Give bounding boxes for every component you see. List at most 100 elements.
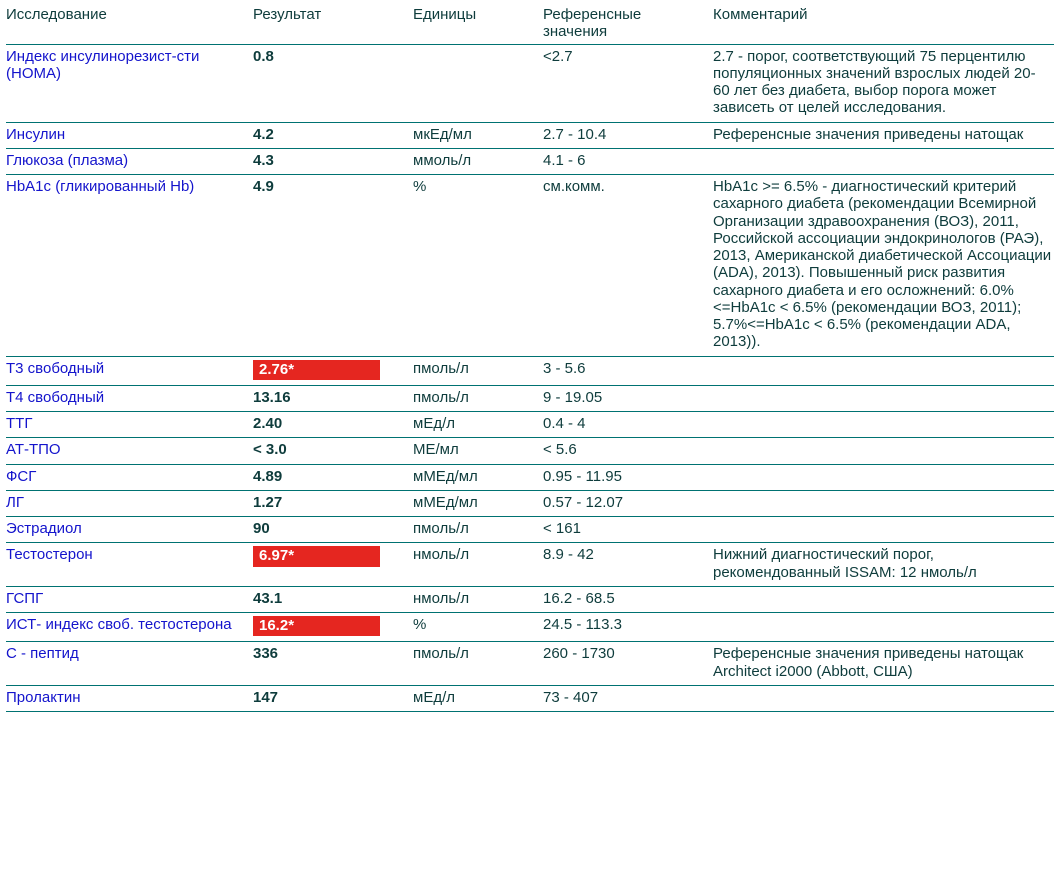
test-result: 43.1 (253, 590, 413, 607)
table-row: Глюкоза (плазма) 4.3 ммоль/л 4.1 - 6 (6, 149, 1054, 175)
test-units: нмоль/л (413, 589, 470, 607)
test-result: 4.2 (253, 126, 413, 143)
test-units: мМЕд/мл (413, 493, 478, 511)
test-comment: Референсные значения приведены натощак (713, 125, 1024, 143)
test-name: Пролактин (6, 688, 81, 706)
test-units: пмоль/л (413, 388, 469, 406)
test-name: Индекс инсулинорезист-сти (НОМА) (6, 47, 200, 82)
test-units: пмоль/л (413, 359, 469, 377)
table-header-row: Исследование Результат Единицы Референсн… (6, 4, 1054, 45)
reference-values: 16.2 - 68.5 (543, 589, 615, 607)
test-result: 147 (253, 689, 413, 706)
reference-values: 24.5 - 113.3 (543, 616, 622, 633)
column-header-result: Результат (253, 6, 322, 23)
test-result: 0.8 (253, 48, 413, 65)
test-result: 2.40 (253, 415, 413, 432)
table-row: ТТГ 2.40 мЕд/л 0.4 - 4 (6, 412, 1054, 439)
test-name: Т3 свободный (6, 359, 105, 377)
table-row: Эстрадиол 90 пмоль/л < 161 (6, 517, 1054, 544)
column-header-test: Исследование (6, 6, 107, 23)
test-result: 90 (253, 520, 413, 537)
test-name: ИСТ- индекс своб. тестостерона (6, 616, 232, 633)
test-units: МЕ/мл (413, 441, 459, 459)
test-result: 2.76* (253, 359, 413, 380)
test-result: 6.97* (253, 546, 413, 567)
test-units: мЕд/л (413, 688, 455, 706)
table-row: Пролактин 147 мЕд/л 73 - 407 (6, 686, 1054, 712)
test-result-value: 336 (253, 645, 279, 663)
test-result-value: 4.9 (253, 178, 274, 195)
test-result-value: 90 (253, 520, 270, 537)
table-row: Индекс инсулинорезист-сти (НОМА) 0.8 <2.… (6, 45, 1054, 123)
test-comment: 2.7 - порог, соответствующий 75 перценти… (713, 47, 1036, 117)
test-units: пмоль/л (413, 520, 469, 537)
test-name: Инсулин (6, 125, 66, 143)
lab-results-report: Исследование Результат Единицы Референсн… (6, 4, 1054, 712)
table-row: С - пептид 336 пмоль/л 260 - 1730 Рефере… (6, 642, 1054, 686)
test-name: ФСГ (6, 467, 37, 485)
test-result-value: 147 (253, 688, 279, 706)
test-result-value: 4.89 (253, 467, 283, 485)
test-result: 16.2* (253, 616, 413, 637)
test-name: ЛГ (6, 493, 24, 511)
reference-values: 0.95 - 11.95 (543, 467, 622, 485)
test-result: 4.89 (253, 468, 413, 485)
test-comment: Нижний диагностический порог, рекомендов… (713, 546, 977, 581)
test-result-value: 43.1 (253, 589, 283, 607)
test-units: ммоль/л (413, 151, 472, 169)
test-result-value: 1.27 (253, 493, 283, 511)
test-comment: Референсные значения приведены натощак A… (713, 645, 1024, 680)
results-table-body: Индекс инсулинорезист-сти (НОМА) 0.8 <2.… (6, 45, 1054, 712)
reference-values: <2.7 (543, 47, 573, 65)
reference-values: 4.1 - 6 (543, 151, 586, 169)
table-row: АТ-ТПО < 3.0 МЕ/мл < 5.6 (6, 438, 1054, 465)
reference-values: 0.4 - 4 (543, 415, 586, 432)
test-name: ГСПГ (6, 589, 44, 607)
table-row: Т4 свободный 13.16 пмоль/л 9 - 19.05 (6, 386, 1054, 412)
reference-values: 0.57 - 12.07 (543, 493, 624, 511)
column-header-reference: Референсные значения (543, 6, 642, 41)
test-units: мЕд/л (413, 415, 455, 432)
test-name: С - пептид (6, 645, 79, 663)
test-result-value: 2.76* (253, 359, 380, 380)
table-row: Тестостерон 6.97* нмоль/л 8.9 - 42 Нижни… (6, 543, 1054, 587)
table-row: ФСГ 4.89 мМЕд/мл 0.95 - 11.95 (6, 465, 1054, 491)
test-units: % (413, 616, 427, 633)
test-name: Т4 свободный (6, 388, 105, 406)
table-row: HbA1c (гликированный Hb) 4.9 % см.комм. … (6, 175, 1054, 357)
test-units: пмоль/л (413, 645, 469, 663)
reference-values: 9 - 19.05 (543, 388, 603, 406)
test-result: 336 (253, 645, 413, 662)
table-row: Т3 свободный 2.76* пмоль/л 3 - 5.6 (6, 357, 1054, 386)
test-name: ТТГ (6, 415, 33, 432)
table-row: ЛГ 1.27 мМЕд/мл 0.57 - 12.07 (6, 491, 1054, 517)
test-units: мМЕд/мл (413, 467, 478, 485)
test-result-value: 13.16 (253, 388, 291, 406)
reference-values: 8.9 - 42 (543, 546, 594, 564)
test-name: Эстрадиол (6, 520, 82, 537)
test-units: нмоль/л (413, 546, 470, 564)
table-row: ГСПГ 43.1 нмоль/л 16.2 - 68.5 (6, 587, 1054, 613)
reference-values: 73 - 407 (543, 688, 599, 706)
reference-values: 2.7 - 10.4 (543, 125, 607, 143)
reference-values: < 5.6 (543, 441, 577, 459)
reference-values: см.комм. (543, 178, 605, 195)
test-result-value: 6.97* (253, 546, 380, 567)
test-units: % (413, 178, 427, 195)
test-result-value: 2.40 (253, 415, 283, 432)
reference-values: 260 - 1730 (543, 645, 615, 663)
test-name: АТ-ТПО (6, 441, 61, 459)
test-result-value: 4.3 (253, 151, 274, 169)
test-result: 13.16 (253, 389, 413, 406)
test-result-value: < 3.0 (253, 441, 287, 459)
test-result: 4.3 (253, 152, 413, 169)
test-result: 1.27 (253, 494, 413, 511)
test-result-value: 0.8 (253, 47, 274, 65)
test-units: мкЕд/мл (413, 125, 472, 143)
test-name: HbA1c (гликированный Hb) (6, 178, 195, 195)
test-result-value: 4.2 (253, 125, 274, 143)
table-row: Инсулин 4.2 мкЕд/мл 2.7 - 10.4 Референсн… (6, 123, 1054, 149)
test-comment: HbA1c >= 6.5% - диагностический критерий… (713, 178, 1052, 351)
test-result: 4.9 (253, 178, 413, 195)
column-header-units: Единицы (413, 6, 477, 23)
